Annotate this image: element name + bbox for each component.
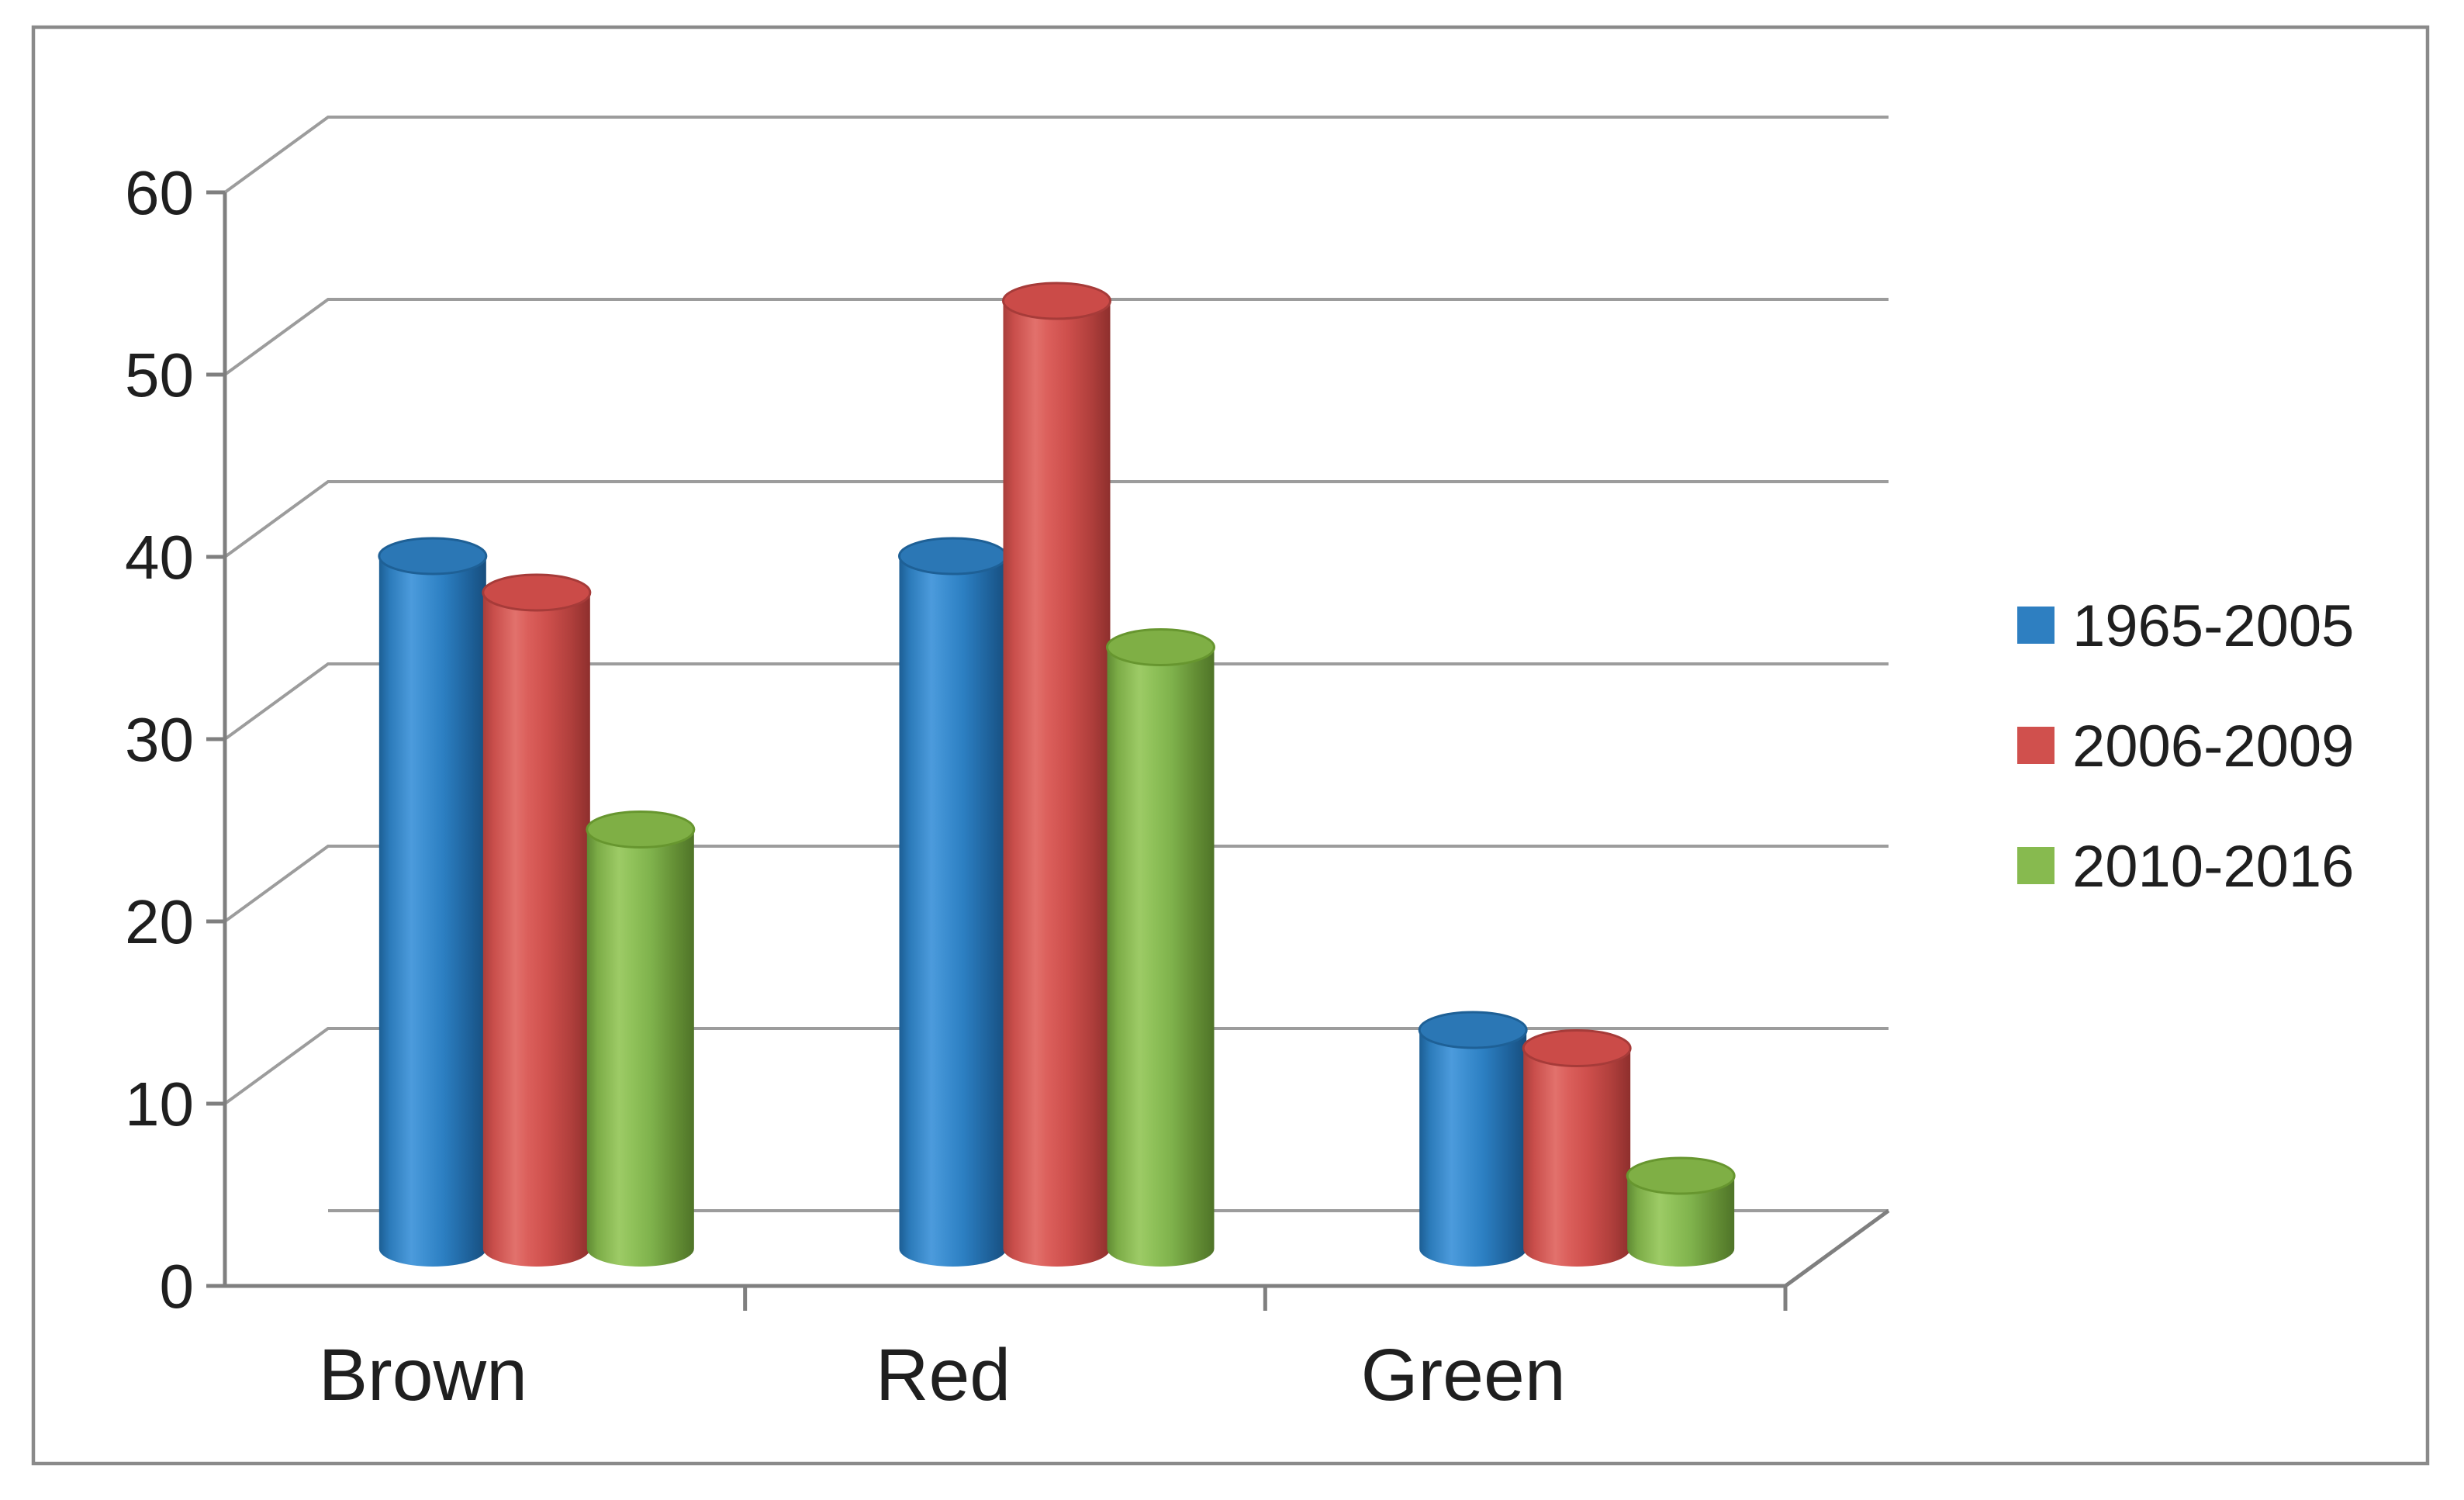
bar-body-Brown-2006-2009 [482,593,590,1267]
bar-top-Red-2010-2016 [1106,628,1215,666]
y-tick-label-30: 30 [125,705,194,774]
bar-body-Green-1965-2005 [1419,1030,1527,1267]
bar-body-Brown-2010-2016 [586,829,694,1267]
bar-body-Green-2010-2016 [1627,1176,1735,1267]
chart-frame [31,25,2430,1466]
category-label-Brown: Brown [319,1334,527,1416]
gridline-50 [223,298,1889,376]
category-label-Green: Green [1361,1334,1566,1416]
bar-body-Red-2010-2016 [1107,647,1215,1267]
bar-top-Brown-2006-2009 [482,573,592,612]
bar-body-Red-2006-2009 [1003,301,1111,1267]
bar-body-Brown-1965-2005 [378,556,486,1267]
bar-top-Green-2010-2016 [1626,1156,1736,1195]
legend-swatch-2010-2016 [2017,847,2054,884]
bar-top-Brown-1965-2005 [378,537,488,575]
bar-top-Brown-2010-2016 [586,810,696,849]
gridline-20 [223,845,1889,923]
y-tick-label-50: 50 [125,340,194,410]
legend-label-2006-2009: 2006-2009 [2072,714,2354,779]
legend-label-2010-2016: 2010-2016 [2072,834,2354,900]
gridline-60 [223,116,1889,194]
category-label-Red: Red [876,1334,1011,1416]
bar-body-Green-2006-2009 [1523,1048,1631,1267]
y-tick-label-40: 40 [125,523,194,592]
y-tick-label-20: 20 [125,887,194,956]
bar-body-Red-1965-2005 [899,556,1007,1267]
gridline-40 [223,480,1889,558]
y-tick-label-60: 60 [125,158,194,227]
legend-label-1965-2005: 1965-2005 [2072,593,2354,659]
legend-swatch-1965-2005 [2017,607,2054,644]
bar-top-Green-1965-2005 [1418,1011,1528,1049]
bar-top-Green-2006-2009 [1522,1029,1632,1067]
y-tick-label-10: 10 [125,1070,194,1139]
gridline-30 [223,662,1889,741]
y-tick-label-0: 0 [160,1252,195,1321]
gridline-10 [223,1027,1889,1105]
bar-top-Red-1965-2005 [898,537,1007,575]
floor-right-slant [1784,1208,1890,1288]
legend-swatch-2006-2009 [2017,727,2054,764]
bar-top-Red-2006-2009 [1002,282,1111,320]
